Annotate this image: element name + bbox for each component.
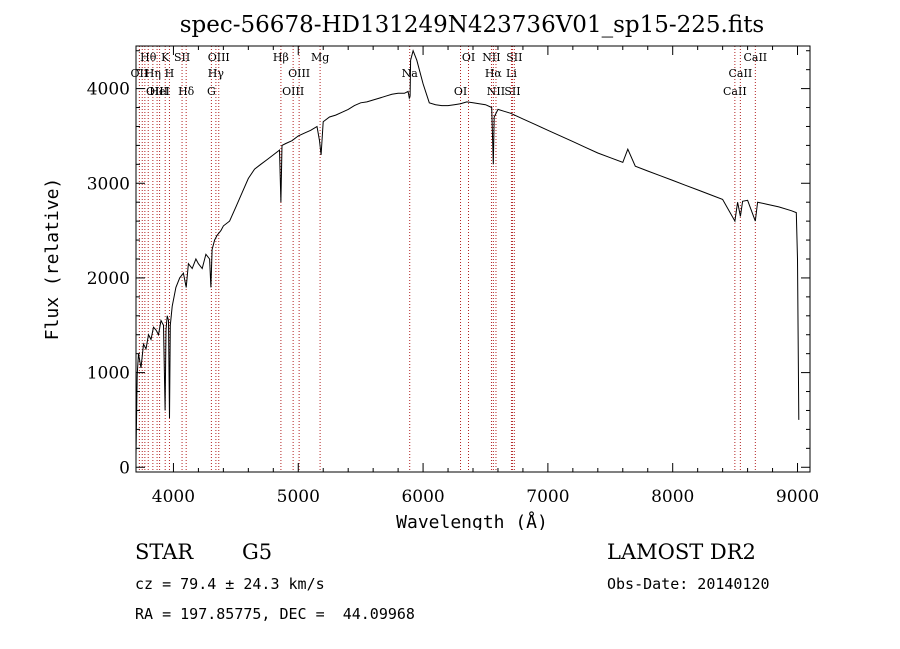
y-axis: 0 1000 2000 3000 4000 — [87, 50, 810, 478]
x-tick-label: 5000 — [277, 487, 320, 507]
line-label: CaII — [729, 67, 753, 80]
line-label: NII — [482, 51, 500, 64]
x-tick-label: 7000 — [526, 487, 569, 507]
y-tick-label: 4000 — [87, 80, 130, 100]
x-axis-label: Wavelength (Å) — [396, 511, 548, 530]
line-label: NII — [487, 85, 505, 98]
line-label: OI — [462, 51, 475, 64]
coordinates: RA = 197.85775, DEC = 44.09968 — [135, 605, 415, 623]
y-tick-label: 0 — [119, 458, 130, 478]
line-label: K — [161, 51, 170, 64]
plot-frame — [135, 45, 811, 473]
spectrum-series-line — [135, 49, 800, 456]
x-tick-label: 9000 — [776, 487, 819, 507]
line-label: Hα — [485, 67, 503, 80]
line-label: HeI — [149, 85, 169, 98]
line-label: OI — [454, 85, 467, 98]
line-label: OII — [131, 67, 149, 80]
obs-date: Obs-Date: 20140120 — [607, 575, 770, 593]
line-labels: HθOIIOIIIKHHeISIIHηHδOIIIHγGHβOIIIOIIIMg… — [131, 51, 768, 98]
line-label: CaII — [743, 51, 767, 64]
line-label: Li — [506, 67, 517, 80]
subclass: G5 — [242, 540, 273, 564]
line-label: G — [207, 85, 216, 98]
y-axis-label: Flux (relative) — [42, 178, 63, 341]
x-tick-label: 8000 — [651, 487, 694, 507]
spectrum-chart: spec-56678-HD131249N423736V01_sp15-225.f… — [42, 12, 819, 530]
line-label: CaII — [723, 85, 747, 98]
line-label: SII — [506, 51, 522, 64]
line-marks — [138, 46, 756, 472]
object-class: STAR — [135, 540, 194, 564]
redshift-value: cz = 79.4 ± 24.3 km/s — [135, 575, 325, 593]
line-label: OIII — [146, 85, 168, 98]
line-label: SII — [504, 85, 520, 98]
line-label: OIII — [288, 67, 310, 80]
chart-title: spec-56678-HD131249N423736V01_sp15-225.f… — [180, 12, 765, 38]
line-label: OIII — [282, 85, 304, 98]
x-tick-label: 4000 — [152, 487, 195, 507]
survey-name: LAMOST DR2 — [607, 540, 756, 564]
x-tick-label: 6000 — [401, 487, 444, 507]
x-axis: 4000 5000 6000 7000 8000 9000 — [152, 46, 819, 507]
y-tick-label: 3000 — [87, 174, 130, 194]
line-label: Hη — [145, 67, 161, 80]
y-tick-label: 1000 — [87, 364, 130, 384]
line-label: Hγ — [208, 67, 225, 80]
line-label: Mg — [311, 51, 329, 64]
line-label: Hθ — [140, 51, 157, 64]
line-label: H — [165, 67, 175, 80]
y-tick-label: 2000 — [87, 269, 130, 289]
line-label: Hβ — [273, 51, 289, 64]
line-label: OIII — [208, 51, 230, 64]
line-label: SII — [174, 51, 190, 64]
line-label: Hδ — [178, 85, 195, 98]
